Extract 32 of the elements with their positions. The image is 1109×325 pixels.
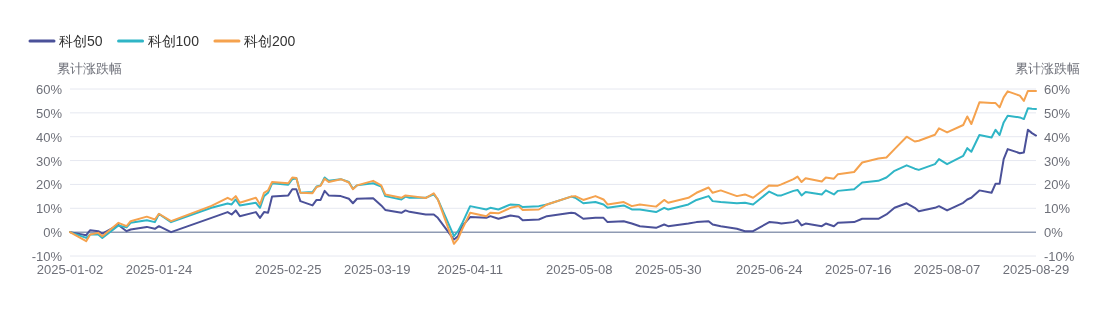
y2-tick-label: 20%	[1044, 177, 1071, 193]
x-tick-label: 2025-02-25	[255, 262, 322, 277]
y2-tick-label: 50%	[1044, 105, 1071, 121]
y-tick-label: 20%	[35, 177, 63, 193]
legend-label: 科创100	[147, 33, 200, 49]
y-tick-label: 50%	[35, 105, 63, 121]
x-tick-label: 2025-08-07	[913, 262, 981, 277]
y-tick-label: 60%	[35, 82, 63, 97]
x-tick-label: 2025-07-16	[824, 262, 892, 277]
y-axis-title: 累计涨跌幅	[57, 61, 122, 76]
y2-axis-title: 累计涨跌幅	[1015, 61, 1080, 76]
y-tick-label: -10%	[31, 249, 63, 264]
x-tick-label: 2025-04-11	[437, 262, 503, 277]
y2-tick-label: -10%	[1044, 249, 1075, 264]
y2-tick-label: 0%	[1044, 225, 1064, 241]
y-tick-label: 40%	[35, 129, 63, 145]
y-tick-label: 10%	[35, 201, 63, 217]
y2-tick-label: 60%	[1044, 82, 1071, 97]
legend-label: 科创50	[59, 33, 103, 49]
y2-tick-label: 10%	[1044, 201, 1071, 217]
legend-label: 科创200	[243, 33, 296, 49]
x-tick-label: 2025-03-19	[343, 262, 411, 277]
x-tick-label: 2025-08-29	[1002, 262, 1070, 277]
x-tick-label: 2025-01-24	[125, 262, 193, 277]
x-tick-label: 2025-05-08	[546, 262, 613, 277]
y-tick-label: 30%	[35, 153, 63, 169]
x-tick-label: 2025-06-24	[735, 262, 803, 277]
y2-tick-label: 40%	[1044, 129, 1071, 145]
x-tick-label: 2025-01-02	[36, 262, 104, 277]
y-tick-label: 0%	[43, 225, 63, 241]
x-tick-label: 2025-05-30	[634, 262, 702, 277]
y2-tick-label: 30%	[1044, 153, 1071, 169]
